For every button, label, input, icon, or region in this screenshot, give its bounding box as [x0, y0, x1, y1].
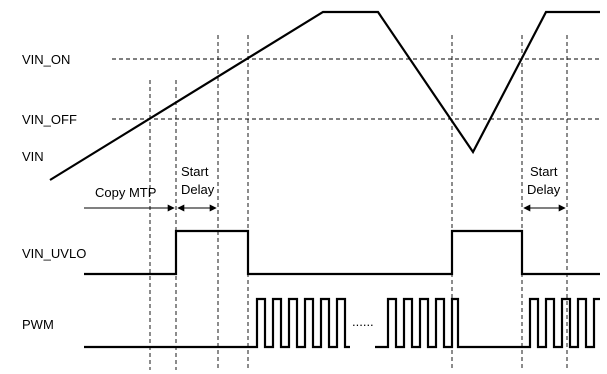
- vin-off-label: VIN_OFF: [22, 112, 77, 127]
- vin-uvlo-label: VIN_UVLO: [22, 246, 86, 261]
- pwm-label: PWM: [22, 317, 54, 332]
- vin-label: VIN: [22, 149, 44, 164]
- vin-on-label: VIN_ON: [22, 52, 70, 67]
- vin-waveform: [49, 10, 600, 181]
- copy-mtp-label: Copy MTP: [95, 185, 156, 200]
- pwm-waveform-burst-2: [375, 297, 600, 349]
- start-delay-label-2-line1: Start: [530, 164, 558, 179]
- vin-uvlo-waveform: [84, 229, 600, 276]
- start-delay-label-1-line2: Delay: [181, 182, 215, 197]
- pwm-waveform-burst-1: [84, 297, 350, 349]
- start-delay-label-1-line1: Start: [181, 164, 209, 179]
- pwm-ellipsis: ......: [352, 314, 374, 329]
- start-delay-label-2-line2: Delay: [527, 182, 561, 197]
